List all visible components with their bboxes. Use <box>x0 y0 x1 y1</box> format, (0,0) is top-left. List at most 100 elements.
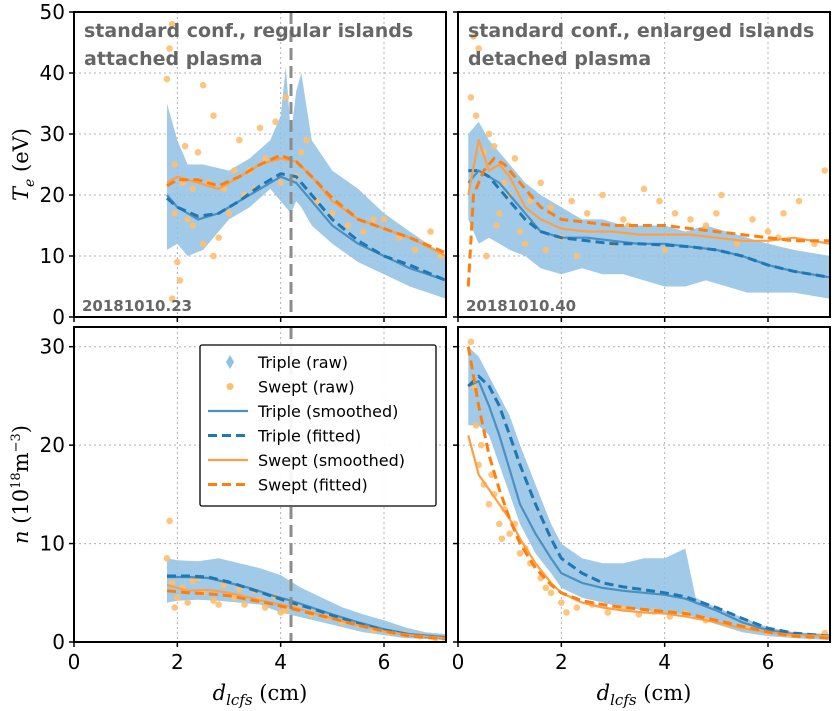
swept-raw-point <box>189 185 197 193</box>
swept-raw-point <box>184 599 191 606</box>
swept-raw-point <box>749 216 756 223</box>
swept-raw-point <box>298 149 305 156</box>
x-axis-label-symbol: d <box>597 681 610 705</box>
swept-raw-point <box>661 246 668 254</box>
axes-frame <box>457 11 831 318</box>
swept-raw-point <box>573 604 581 611</box>
swept-raw-point <box>174 258 181 266</box>
swept-raw-point <box>568 197 575 205</box>
swept-fitted-line <box>166 153 446 255</box>
swept-raw-point <box>506 530 513 538</box>
swept-raw-point <box>199 81 207 89</box>
y-tick-label: 10 <box>40 532 65 556</box>
legend-entry-label: Swept (raw) <box>258 378 355 397</box>
swept-raw-point <box>168 579 176 587</box>
swept-raw-point <box>215 601 222 608</box>
panel-top-right: standard conf., enlarged islands detached… <box>453 11 831 322</box>
swept-raw-point <box>184 216 191 223</box>
swept-raw-point <box>210 597 217 604</box>
swept-raw-point <box>380 216 388 223</box>
legend: Triple (raw) Swept (raw) Triple (smoothed)… <box>199 344 437 507</box>
x-tick-label: 2 <box>171 650 184 674</box>
x-axis-label-unit: (cm) <box>637 681 692 705</box>
swept-raw-point <box>501 179 508 187</box>
swept-fitted-line <box>466 346 830 640</box>
swept-raw-point <box>713 210 720 217</box>
swept-raw-point <box>199 240 207 248</box>
swept-raw-point <box>795 197 803 205</box>
panel-bottom-right: 0 2 4 6 dlcfs (cm) <box>452 326 831 709</box>
triple-smoothed-line <box>166 175 446 282</box>
legend-entry-label: Swept (smoothed) <box>258 451 405 470</box>
triple-smoothed-line <box>467 380 830 638</box>
swept-raw-point <box>427 228 434 235</box>
swept-raw-point <box>640 185 648 193</box>
panel-annotation: detached plasma <box>468 48 651 70</box>
y-tick-label: 0 <box>52 305 65 329</box>
swept-raw-point <box>166 45 173 52</box>
swept-raw-point <box>687 216 694 223</box>
y-tick-label: 20 <box>40 433 65 457</box>
shot-number-label: 20181010.40 <box>466 297 576 315</box>
y-axis-label-unit: (eV) <box>9 128 33 179</box>
swept-raw-point <box>303 136 310 144</box>
y-tick-label: 30 <box>40 335 65 359</box>
panel-annotation: standard conf., enlarged islands <box>468 20 814 42</box>
swept-raw-point <box>163 555 171 562</box>
y-axis-label-symbol: T <box>9 185 33 201</box>
swept-raw-point <box>599 191 606 199</box>
y-tick-label: 20 <box>40 183 65 207</box>
swept-raw-point <box>230 167 238 174</box>
x-tick-label: 0 <box>68 650 81 674</box>
swept-raw-point <box>563 609 570 616</box>
swept-raw-point <box>671 210 679 217</box>
legend-entry-label: Triple (raw) <box>257 353 348 372</box>
plot-area <box>163 327 446 642</box>
x-axis-label-unit: (cm) <box>253 681 308 705</box>
axes-frame <box>73 326 447 643</box>
triple-raw-band <box>167 66 446 299</box>
swept-raw-point <box>166 517 173 525</box>
swept-raw-point <box>490 142 498 150</box>
swept-raw-point <box>236 136 243 144</box>
swept-raw-point <box>241 601 248 608</box>
swept-raw-point <box>189 222 197 229</box>
swept-raw-point <box>411 246 419 254</box>
swept-raw-point <box>496 520 503 528</box>
swept-raw-point <box>625 222 632 229</box>
swept-raw-point <box>261 604 269 611</box>
triple-fitted-line <box>467 374 830 638</box>
triple-smoothed-line <box>467 169 830 279</box>
x-axis-label-symbol: d <box>213 681 226 705</box>
triple-fitted-line <box>468 169 830 279</box>
swept-raw-point <box>821 167 829 174</box>
swept-raw-point <box>210 252 217 260</box>
swept-raw-point <box>230 594 238 602</box>
swept-raw-point <box>174 594 181 602</box>
swept-raw-point <box>511 155 519 162</box>
swept-raw-point <box>521 240 529 248</box>
swept-raw-point <box>210 112 217 119</box>
swept-raw-point <box>498 535 506 542</box>
swept-raw-point <box>467 94 475 101</box>
x-tick-label: 6 <box>378 650 391 674</box>
y-axis-label-part: n <box>9 530 33 544</box>
x-tick-label: 0 <box>452 650 465 674</box>
y-tick-label: 30 <box>40 122 65 146</box>
swept-raw-point <box>171 161 179 168</box>
swept-raw-point <box>277 179 284 187</box>
swept-raw-point <box>344 222 352 229</box>
swept-fitted-line <box>466 156 830 287</box>
swept-raw-point <box>370 216 377 223</box>
swept-raw-point <box>780 210 787 217</box>
swept-raw-point <box>467 338 475 346</box>
swept-raw-point <box>516 550 524 557</box>
swept-raw-point <box>261 155 269 162</box>
y-tick-label: 10 <box>40 244 65 268</box>
y-axis-label-part: −3 <box>9 433 24 452</box>
swept-raw-point <box>620 216 627 223</box>
swept-raw-point <box>168 295 176 303</box>
x-axis-label: dlcfs (cm) <box>213 681 308 709</box>
swept-raw-point <box>493 222 501 229</box>
